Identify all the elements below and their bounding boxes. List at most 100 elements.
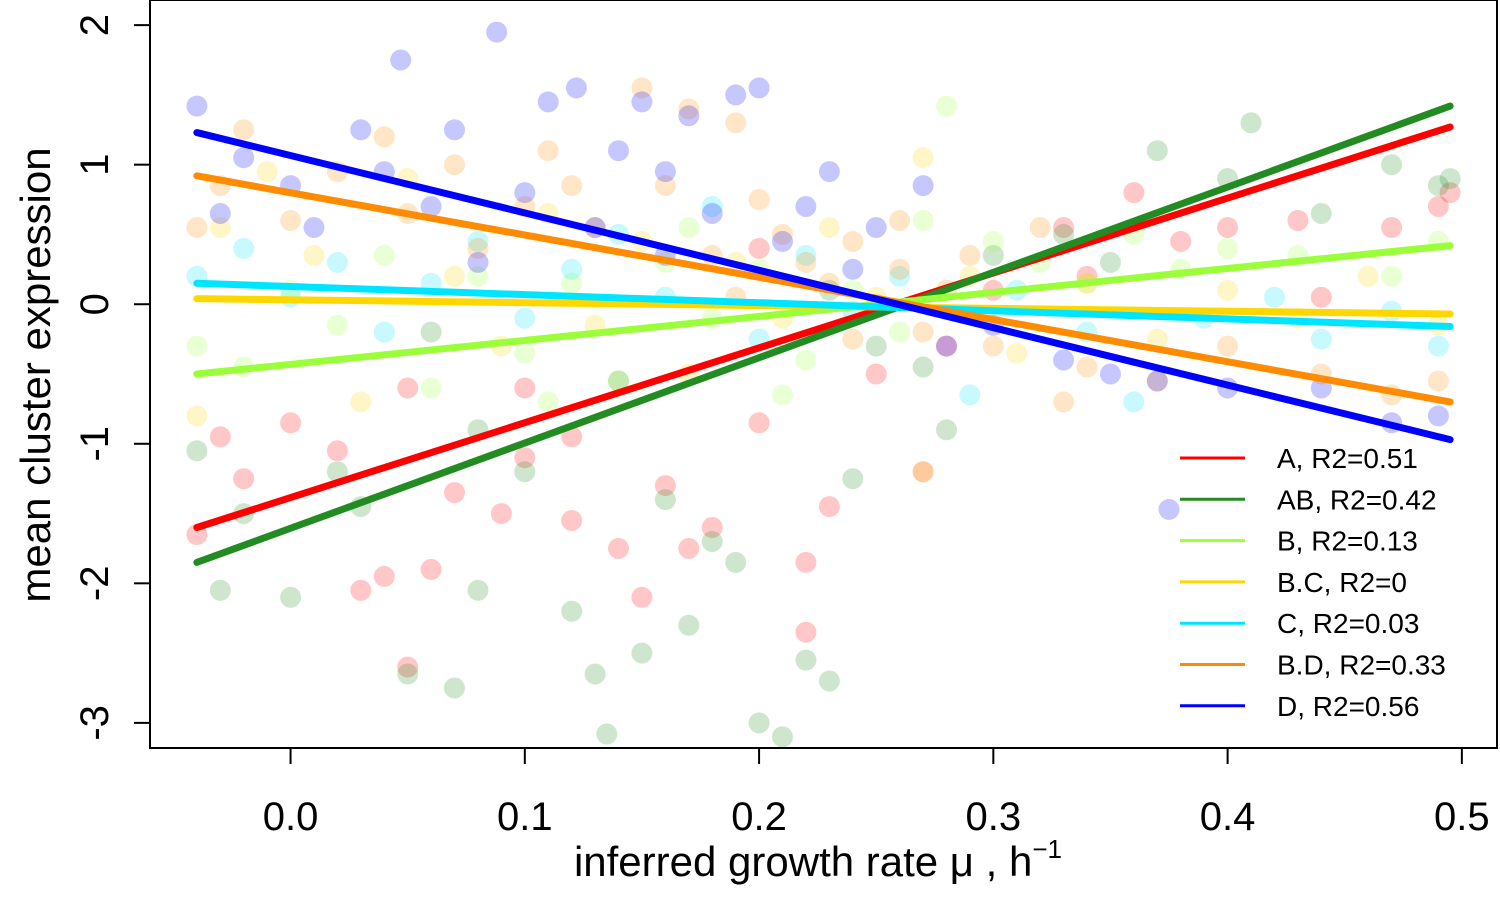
data-point [631, 642, 653, 664]
data-point [795, 551, 817, 573]
x-axis-title: inferred growth rate μ , h−1 [574, 834, 1062, 885]
data-point [748, 237, 770, 259]
data-point [959, 384, 981, 406]
data-point [561, 175, 583, 197]
data-point [1427, 370, 1449, 392]
fit-line [193, 279, 1454, 331]
data-point [772, 223, 793, 245]
data-point [631, 91, 653, 113]
data-point [795, 621, 817, 643]
data-point [486, 21, 508, 43]
data-point [467, 579, 489, 601]
data-point [537, 91, 559, 113]
data-point [209, 217, 231, 238]
data-point [233, 147, 255, 169]
data-point [912, 321, 934, 343]
x-axis: 0.0 0.1 0.2 0.3 0.4 0.5 [263, 748, 1490, 839]
fit-lines-layer [193, 102, 1454, 566]
data-point [1100, 363, 1121, 385]
legend-label: B.C, R2=0 [1277, 567, 1407, 598]
data-point [795, 251, 817, 273]
y-axis-title: mean cluster expression [12, 147, 59, 602]
data-point [889, 210, 911, 231]
data-point [959, 244, 981, 266]
data-point [678, 614, 700, 636]
data-point [209, 579, 231, 601]
data-point [1381, 154, 1403, 176]
data-point [701, 531, 723, 552]
data-point [186, 95, 208, 117]
y-tick-label: 0 [73, 293, 117, 315]
x-axis-title-superscript: −1 [1032, 834, 1062, 864]
fit-line [193, 129, 1454, 444]
y-tick-label: -1 [73, 426, 117, 462]
data-point [912, 461, 934, 483]
data-point [1146, 140, 1168, 162]
data-point [795, 649, 817, 671]
data-point [186, 440, 208, 462]
x-tick-label: 0.5 [1434, 795, 1490, 839]
data-point [748, 712, 770, 734]
data-point [1100, 251, 1121, 273]
y-axis: 2 1 0 -1 -2 -3 [73, 14, 150, 741]
data-point [514, 447, 536, 469]
data-point [701, 517, 723, 538]
data-point [467, 251, 489, 273]
data-point [912, 175, 934, 197]
data-point [280, 586, 302, 608]
data-point [772, 384, 793, 406]
data-point [596, 723, 618, 745]
data-point [561, 426, 583, 448]
data-point [842, 328, 864, 350]
data-point [912, 210, 934, 231]
data-point [889, 258, 911, 280]
data-point [1439, 168, 1461, 190]
fit-line [193, 102, 1454, 566]
data-point [561, 510, 583, 531]
data-point [390, 49, 412, 71]
data-point [280, 412, 302, 434]
data-point [1217, 217, 1239, 238]
data-point [233, 237, 255, 259]
data-point [420, 321, 442, 343]
data-point [186, 217, 208, 238]
data-point [936, 335, 957, 357]
data-point [772, 726, 793, 748]
data-point [490, 503, 512, 525]
x-tick-label: 0.4 [1200, 795, 1256, 839]
data-point [1123, 182, 1145, 204]
data-point [982, 230, 1004, 252]
data-point [842, 230, 864, 252]
data-point [467, 230, 489, 252]
data-point [678, 98, 700, 120]
legend-label: C, R2=0.03 [1277, 608, 1419, 639]
data-point [725, 84, 747, 106]
data-point [350, 119, 372, 141]
data-point [537, 391, 559, 413]
data-point [654, 489, 676, 511]
data-point [1217, 335, 1239, 357]
legend-label: B.D, R2=0.33 [1277, 650, 1446, 681]
data-point [1357, 265, 1379, 287]
data-point [936, 95, 957, 117]
data-point [678, 537, 700, 559]
data-point [1146, 328, 1168, 350]
data-point [1381, 217, 1403, 238]
data-point [842, 258, 864, 280]
data-point [350, 391, 372, 413]
data-point [795, 196, 817, 217]
data-point [678, 105, 700, 127]
y-tick-label: 2 [73, 14, 117, 36]
data-point [397, 377, 419, 399]
data-point [678, 217, 700, 238]
x-tick-label: 0.2 [731, 795, 787, 839]
data-point [889, 321, 911, 343]
data-point [1310, 203, 1332, 224]
legend-label: B, R2=0.13 [1277, 526, 1418, 557]
fit-line [193, 123, 1454, 532]
data-point [1217, 237, 1239, 259]
data-point [397, 663, 419, 685]
data-point [608, 537, 629, 559]
data-point [1146, 370, 1168, 392]
data-point [397, 656, 419, 678]
